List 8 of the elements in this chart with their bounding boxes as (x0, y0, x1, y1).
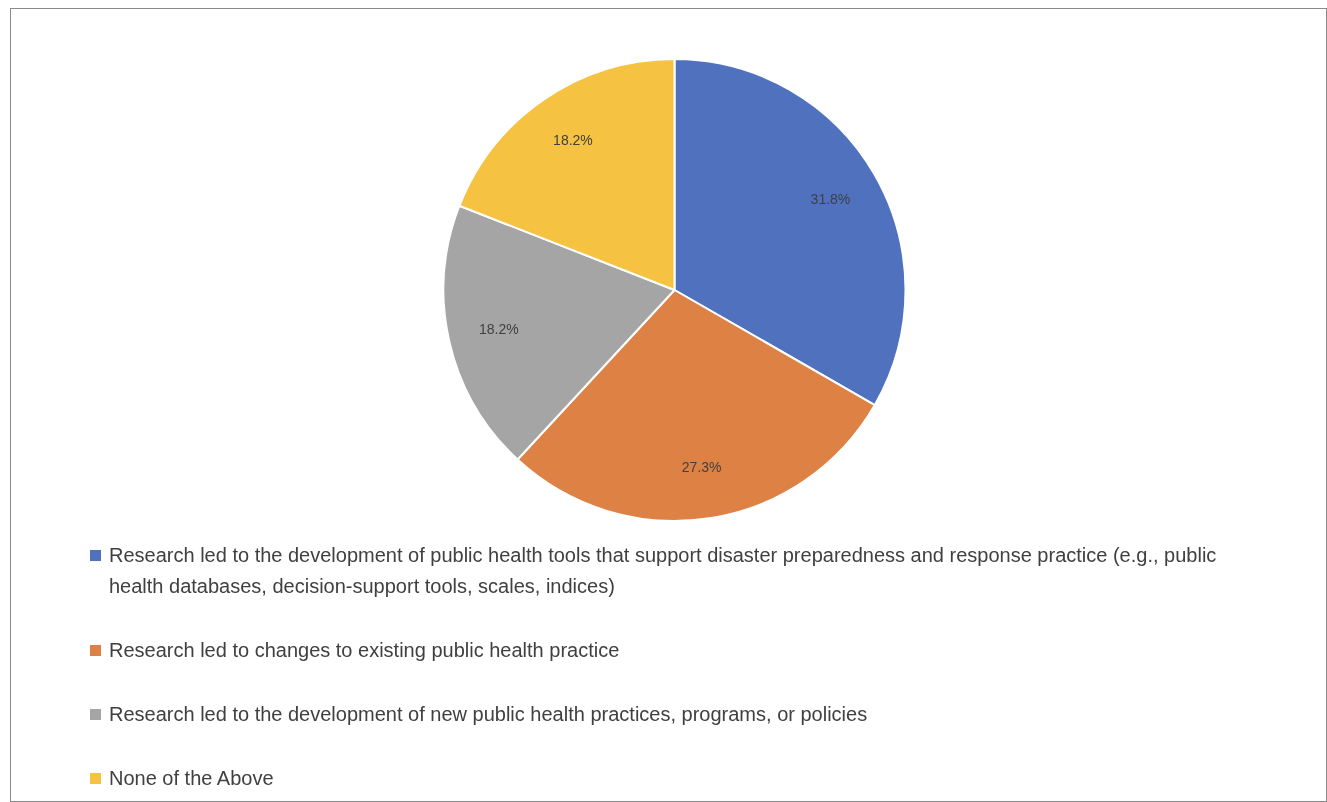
legend-label: Research led to the development of new public health practices, programs, or policies (109, 702, 868, 727)
legend-label: Research led to changes to existing public health practice (109, 638, 620, 663)
data-label: 27.3% (681, 458, 722, 475)
data-label: 18.2% (479, 321, 519, 338)
legend-label: Research led to the development of public health tools that support disaster preparedness and response practice (e.g., public health databases, decision-support tools, scales, indices) (109, 543, 1218, 599)
legend-label: None of the Above (109, 766, 274, 791)
data-label: 31.8% (810, 190, 851, 207)
data-label: 18.2% (553, 132, 593, 149)
